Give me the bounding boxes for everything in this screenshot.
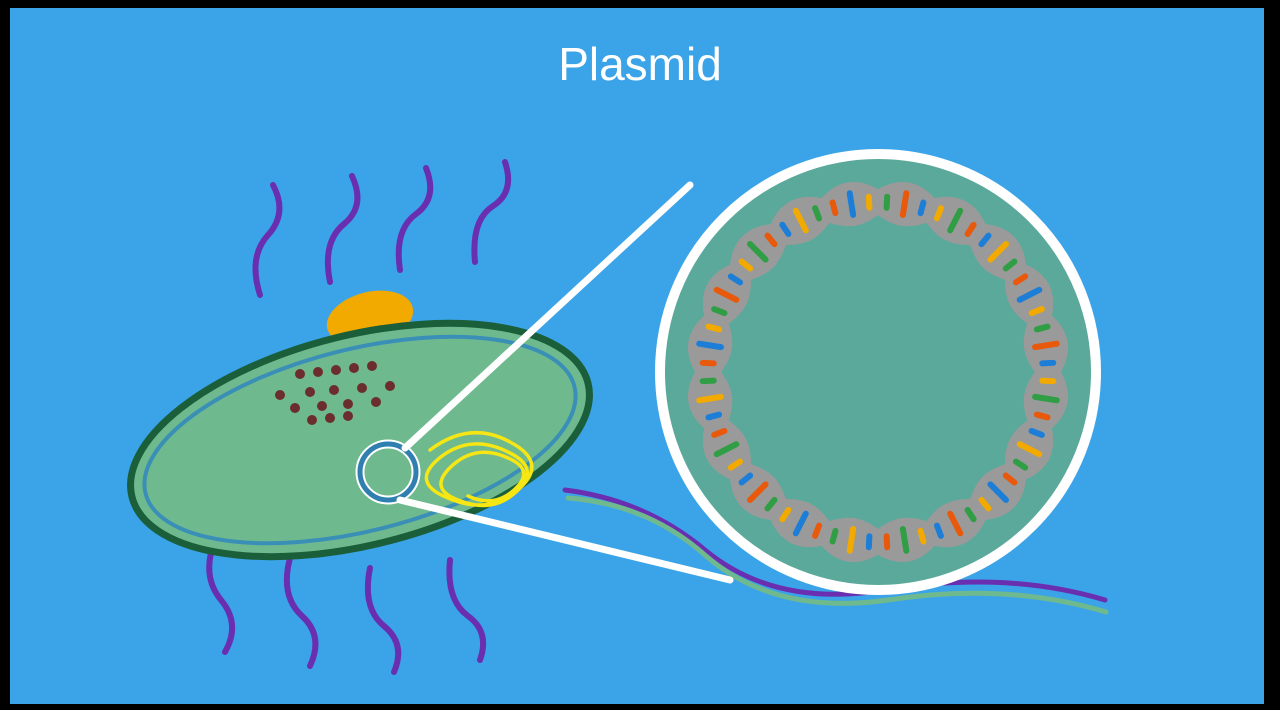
diagram-svg xyxy=(0,0,1280,710)
diagram-title: Plasmid xyxy=(440,37,840,91)
